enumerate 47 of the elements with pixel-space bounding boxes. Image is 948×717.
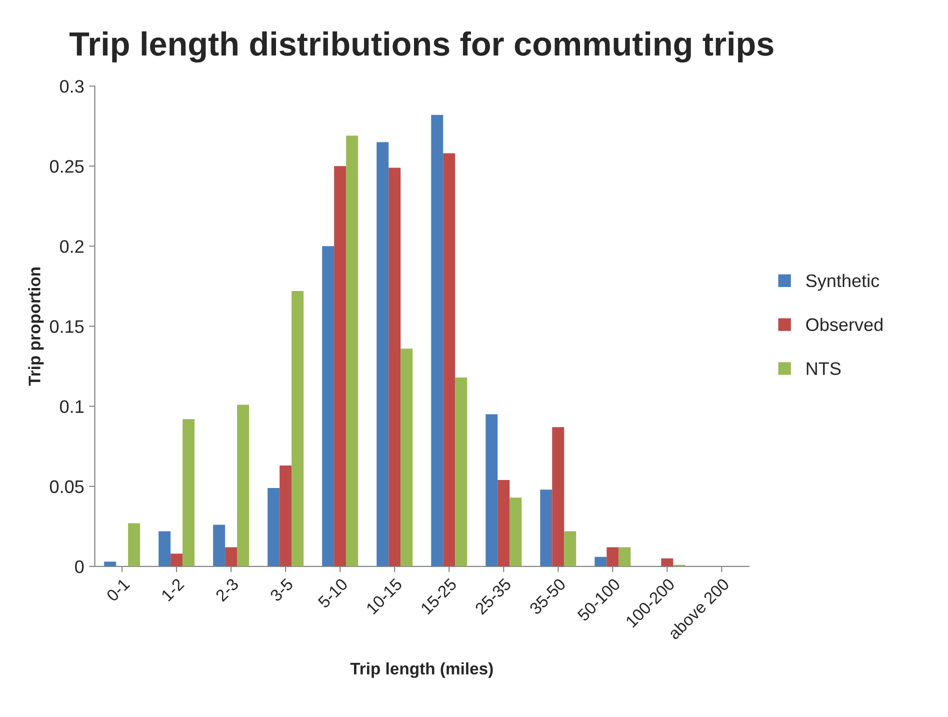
bar — [170, 554, 183, 566]
bar — [606, 547, 619, 566]
bar — [128, 523, 140, 566]
bar — [346, 136, 358, 566]
legend-label: NTS — [806, 362, 841, 375]
x-tick-label: 1-2 — [160, 578, 185, 602]
bar — [268, 488, 280, 566]
bar — [376, 142, 389, 566]
y-tick-label: 0 — [75, 560, 84, 574]
bar — [540, 490, 552, 566]
bar — [292, 291, 304, 566]
bar — [498, 480, 510, 566]
x-tick-label: 3-5 — [269, 578, 294, 602]
y-tick-label: 0.25 — [50, 160, 84, 173]
bar — [334, 166, 346, 566]
bar — [510, 498, 522, 566]
bar — [564, 531, 576, 566]
bar — [594, 556, 607, 566]
legend-label: Synthetic — [806, 274, 880, 291]
bar — [400, 348, 413, 566]
bar — [552, 427, 564, 566]
bar — [431, 114, 444, 566]
bar — [322, 246, 334, 566]
bar — [182, 419, 195, 566]
y-tick-label: 0.15 — [50, 320, 84, 333]
y-tick-label: 0.2 — [60, 240, 84, 253]
chart-title: Trip length distributions for commuting trips — [69, 31, 774, 63]
bar — [486, 414, 498, 566]
y-tick-label: 0.05 — [50, 480, 84, 494]
bar — [280, 466, 292, 566]
bar — [225, 547, 238, 566]
x-tick-label: 0-1 — [106, 578, 130, 602]
bar — [455, 377, 468, 566]
y-tick-label: 0.3 — [60, 80, 84, 93]
bar — [237, 404, 250, 566]
y-tick-label: 0.1 — [60, 400, 84, 414]
bar — [213, 524, 226, 566]
bar — [443, 153, 456, 566]
y-axis-title: Trip proportion — [28, 268, 44, 386]
bar — [388, 168, 401, 566]
bar — [158, 531, 171, 566]
bar — [104, 562, 116, 566]
x-axis-title: Trip length (miles) — [350, 662, 493, 678]
x-tick-label: 2-3 — [214, 578, 240, 602]
legend-label: Observed — [806, 318, 882, 332]
bar — [661, 558, 674, 566]
bar — [618, 547, 631, 566]
